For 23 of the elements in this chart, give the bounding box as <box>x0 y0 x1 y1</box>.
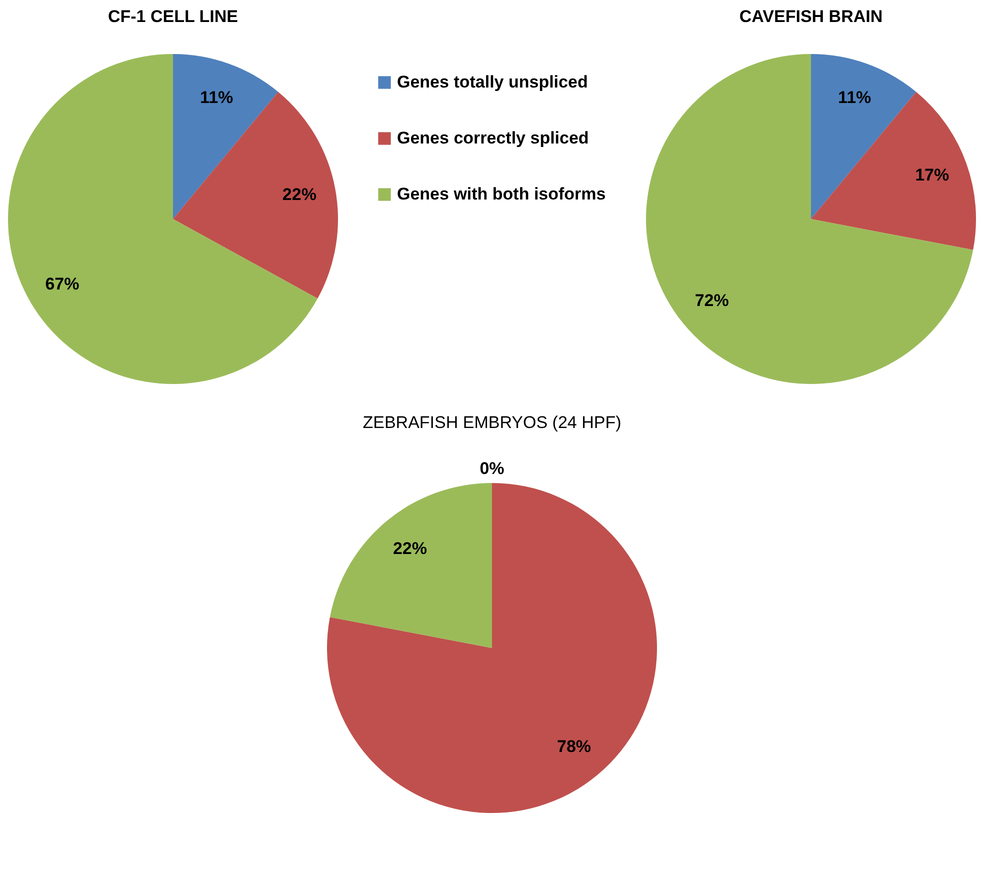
data-label: 11% <box>838 88 872 107</box>
data-label: 11% <box>200 88 234 107</box>
chart-title: CAVEFISH BRAIN <box>739 7 883 26</box>
pie-slice <box>646 54 974 384</box>
legend-label: Genes with both isoforms <box>397 184 606 204</box>
pie-slice <box>327 483 657 813</box>
pie-slice <box>811 92 976 250</box>
chart-title: CF-1 CELL LINE <box>108 7 238 26</box>
legend-label: Genes correctly spliced <box>397 128 589 148</box>
pie-slice <box>173 54 278 219</box>
data-label: 78% <box>557 737 592 756</box>
data-label: 67% <box>45 274 80 294</box>
data-label: 72% <box>694 291 729 310</box>
data-label: 22% <box>392 538 427 558</box>
pie-slice <box>811 54 916 219</box>
pie-slice <box>173 92 338 298</box>
chart-title: ZEBRAFISH EMBRYOS (24 HPF) <box>362 413 622 432</box>
text: 0% <box>480 459 504 478</box>
pie-slice <box>8 54 318 384</box>
pie-slice <box>330 483 492 648</box>
data-label: 22% <box>282 184 316 204</box>
legend-label: Genes totally unspliced <box>397 72 588 92</box>
data-label: 17% <box>915 165 950 184</box>
